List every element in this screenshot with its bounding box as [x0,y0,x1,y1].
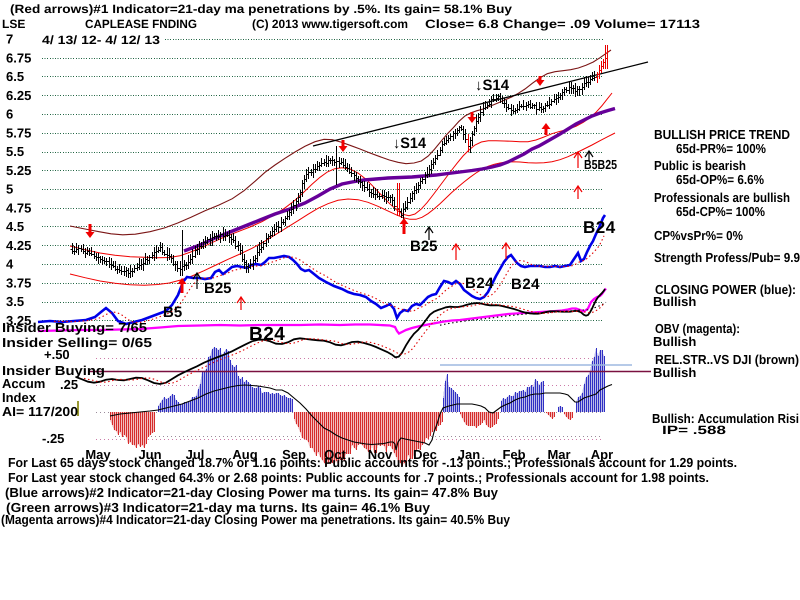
svg-text:B24: B24 [465,275,494,292]
svg-text:Jan: Jan [458,447,480,462]
svg-text:Bullish: Bullish [653,365,696,380]
svg-text:BULLISH PRICE TREND: BULLISH PRICE TREND [654,127,790,142]
svg-text:Strength Profess/Pub= 9.9: Strength Profess/Pub= 9.9 [654,250,800,265]
svg-text:LSE: LSE [2,17,25,31]
svg-text:4/ 13/ 12- 4/ 12/ 13: 4/ 13/ 12- 4/ 12/ 13 [42,33,160,47]
svg-text:4: 4 [6,257,14,272]
svg-text:OBV (magenta):: OBV (magenta): [655,321,740,336]
svg-text:REL.STR..VS DJI (brown): REL.STR..VS DJI (brown) [655,352,799,367]
svg-text:Bullish: Bullish [653,294,696,309]
svg-text:Oct: Oct [324,447,346,462]
svg-text:Accum: Accum [2,376,45,391]
svg-text:Public is bearish: Public is bearish [654,158,746,173]
svg-text:(Blue arrows)#2 Indicator=21-d: (Blue arrows)#2 Indicator=21-day Closing… [5,485,499,500]
svg-text:Bullish: Bullish [653,334,696,349]
svg-text:May: May [85,447,111,462]
svg-text:CAPLEASE FNDING: CAPLEASE FNDING [85,17,197,31]
svg-text:(Green arrows)#3 Indicator=21-: (Green arrows)#3 Indicator=21-day ma tur… [6,500,431,515]
svg-text:65d-OP%= 6.6%: 65d-OP%= 6.6% [676,172,764,187]
svg-text:B24: B24 [249,324,285,345]
svg-text:Insider Selling= 0/65: Insider Selling= 0/65 [2,335,152,350]
svg-text:B24: B24 [511,276,540,293]
svg-text:CP%vsPr%= 0%: CP%vsPr%= 0% [654,228,743,243]
svg-text:IP= .588: IP= .588 [662,423,726,437]
svg-text:Insider Buying: Insider Buying [2,363,105,378]
svg-text:Feb: Feb [502,447,525,462]
svg-text:6.5: 6.5 [6,69,24,84]
svg-text:Jul: Jul [186,447,205,462]
svg-text:For Last year stock changed 6: For Last year stock changed 64.3% or 2.6… [8,470,709,485]
svg-text:5.5: 5.5 [6,144,24,159]
svg-text:AI= 117/200: AI= 117/200 [2,404,78,419]
svg-text:↓S14: ↓S14 [393,135,427,152]
svg-text:For Last 65 days stock changed: For Last 65 days stock changed 18.7% or … [8,455,737,470]
svg-text:7: 7 [6,32,13,47]
svg-text:(Red arrows)#1 Indicator=21-da: (Red arrows)#1 Indicator=21-day ma penet… [10,2,512,16]
svg-text:+.50: +.50 [44,347,70,362]
svg-text:Mar: Mar [547,447,570,462]
svg-text:5.75: 5.75 [6,125,31,140]
svg-text:-.25: -.25 [42,431,64,446]
svg-text:Index: Index [2,390,37,405]
svg-text:6: 6 [6,107,13,122]
svg-text:3.75: 3.75 [6,275,31,290]
svg-text:B25: B25 [410,238,438,255]
svg-text:Close= 6.8 Change= .09 Volum: Close= 6.8 Change= .09 Volume= 17113 [425,17,700,31]
svg-text:4.75: 4.75 [6,200,31,215]
svg-text:B5B25: B5B25 [584,157,617,172]
svg-text:(Magenta arrows)#4 Indicator=2: (Magenta arrows)#4 Indicator=21-day Clos… [1,512,511,527]
svg-text:5.25: 5.25 [6,163,31,178]
svg-text:3.5: 3.5 [6,294,24,309]
svg-text:65d-CP%= 100%: 65d-CP%= 100% [676,204,765,219]
svg-text:(C) 2013 www.tigersoft.com: (C) 2013 www.tigersoft.com [252,17,408,31]
svg-text:↓S14: ↓S14 [475,77,510,94]
svg-text:4.25: 4.25 [6,238,31,253]
svg-text:65d-PR%= 100%: 65d-PR%= 100% [676,141,766,156]
svg-text:.25: .25 [60,377,78,392]
svg-text:Bullish: Accumulation Risi: Bullish: Accumulation Risi [652,411,799,426]
svg-text:B5: B5 [163,304,182,321]
svg-text:Dec: Dec [413,447,437,462]
svg-text:3.25: 3.25 [6,313,31,328]
svg-text:6.25: 6.25 [6,88,31,103]
svg-text:B24: B24 [583,218,616,237]
svg-text:4.5: 4.5 [6,219,24,234]
svg-text:Apr: Apr [591,447,613,462]
svg-text:Professionals are bullish: Professionals are bullish [654,190,790,205]
svg-text:Insider Buying= 7/65: Insider Buying= 7/65 [2,320,147,335]
svg-text:Jun: Jun [138,447,161,462]
svg-text:Sep: Sep [282,447,306,462]
svg-text:CLOSING POWER (blue):: CLOSING POWER (blue): [655,282,796,297]
svg-text:Aug: Aug [232,447,257,462]
svg-text:B25: B25 [204,280,232,297]
svg-text:Nov: Nov [368,447,393,462]
svg-text:5: 5 [6,182,13,197]
svg-text:6.75: 6.75 [6,50,31,65]
